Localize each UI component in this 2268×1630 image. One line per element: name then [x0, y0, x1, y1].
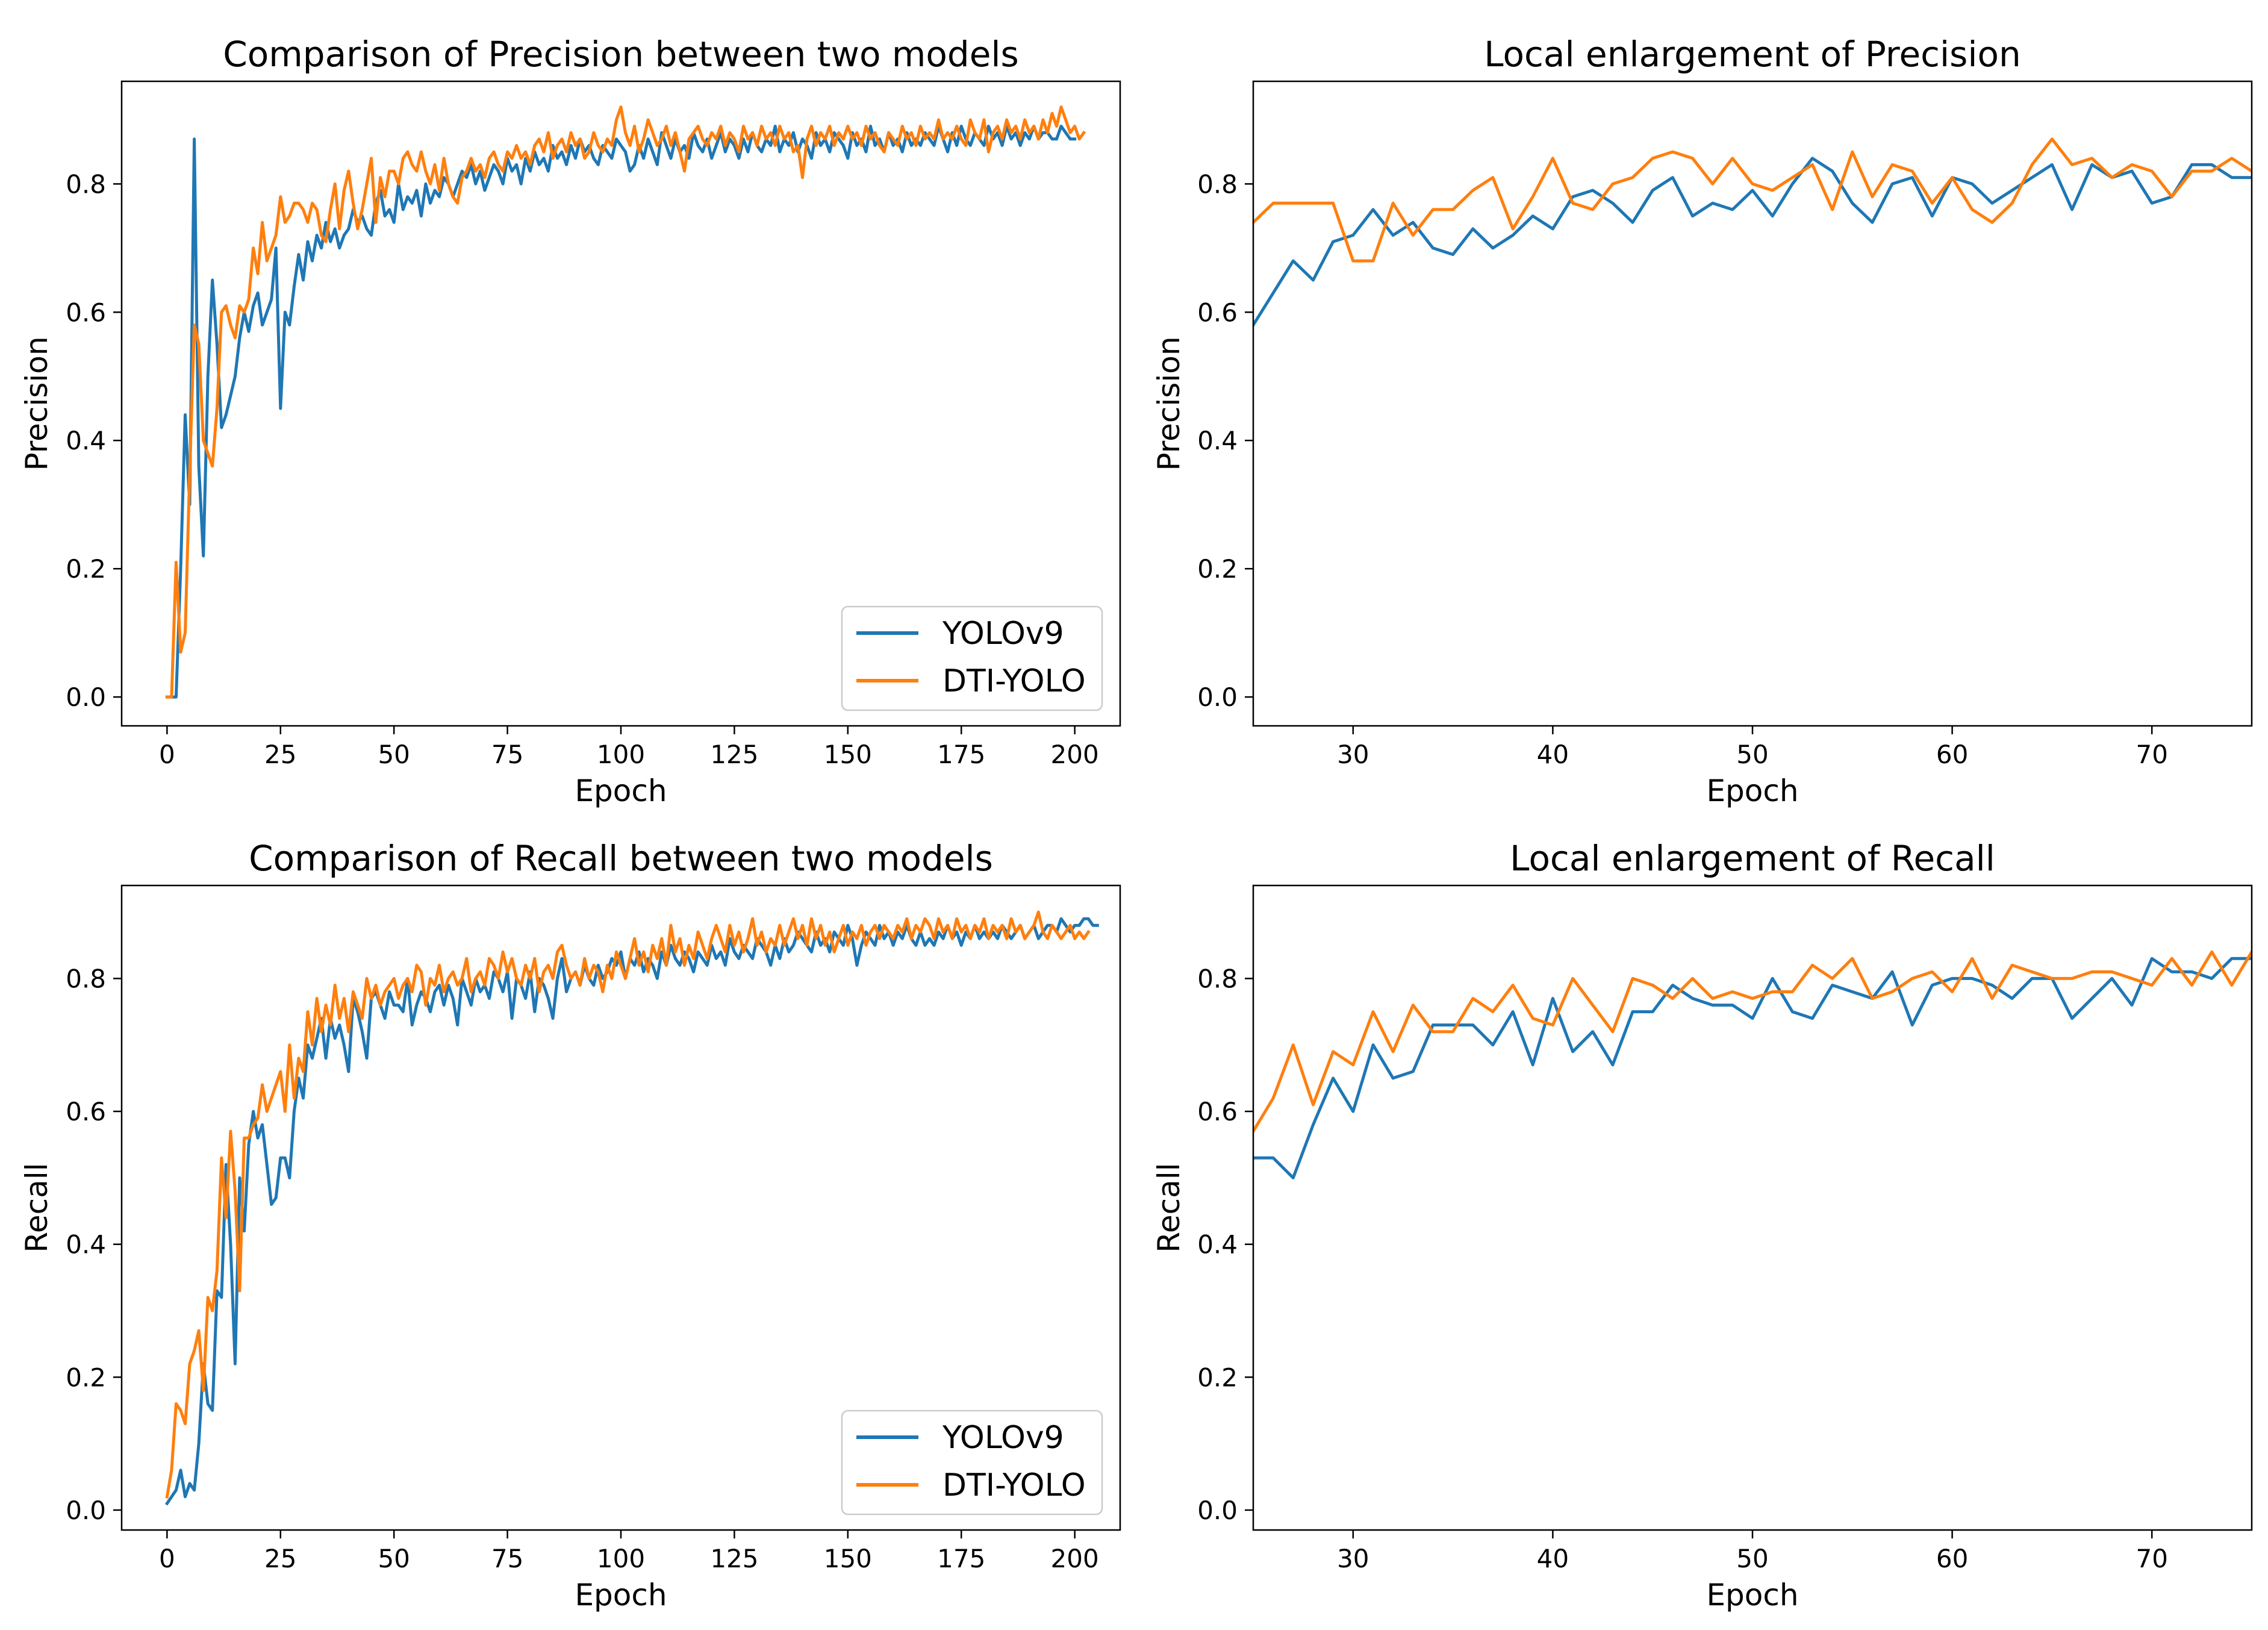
x-tick-label: 60 — [1936, 740, 1968, 769]
legend-label-dti-yolo: DTI-YOLO — [942, 663, 1086, 699]
chart-title: Local enlargement of Recall — [1510, 838, 1995, 879]
x-axis-label: Epoch — [1706, 1578, 1798, 1613]
chart-title: Comparison of Precision between two mode… — [223, 34, 1018, 75]
chart-title: Comparison of Recall between two models — [249, 838, 993, 879]
x-tick-label: 175 — [937, 740, 985, 769]
x-tick-label: 0 — [159, 1544, 175, 1573]
legend: YOLOv9 DTI-YOLO — [841, 1410, 1103, 1516]
series-line-dti-yolo — [1253, 137, 2252, 263]
precision-enlargement-panel: Local enlargement of Precision 30 40 50 60 7… — [1151, 34, 2253, 808]
y-tick-label: 0.8 — [66, 169, 106, 199]
x-tick-label: 75 — [491, 740, 523, 769]
x-tick-label: 100 — [597, 1544, 645, 1573]
x-tick-label: 125 — [710, 740, 758, 769]
x-tick-label: 150 — [824, 740, 872, 769]
x-tick-label: 100 — [597, 740, 645, 769]
x-tick-label: 200 — [1051, 1544, 1099, 1573]
axes-frame — [1252, 80, 2253, 727]
x-tick-label: 40 — [1537, 1544, 1569, 1573]
axes-frame — [1252, 884, 2253, 1531]
y-axis-label: Recall — [19, 1163, 54, 1252]
x-tick-label: 50 — [1736, 740, 1768, 769]
y-tick-label: 0.4 — [1197, 426, 1238, 455]
x-tick-label: 75 — [491, 1544, 523, 1573]
x-tick-label: 50 — [378, 740, 410, 769]
y-tick-label: 0.4 — [1197, 1230, 1238, 1260]
x-tick-label: 60 — [1936, 1544, 1968, 1573]
tick-group: 30 40 50 60 70 0.0 0.2 0.4 0.6 0.8 — [1197, 964, 2168, 1573]
plot-area — [165, 105, 1086, 699]
series-line-dti-yolo — [165, 105, 1086, 699]
x-tick-label: 40 — [1537, 740, 1569, 769]
y-tick-label: 0.2 — [1197, 554, 1238, 584]
y-tick-label: 0.0 — [66, 682, 106, 712]
y-tick-label: 0.8 — [66, 964, 106, 993]
y-tick-label: 0.0 — [66, 1496, 106, 1525]
y-tick-label: 0.6 — [66, 298, 106, 327]
x-tick-label: 70 — [2136, 1544, 2167, 1573]
plot-area — [1253, 949, 2252, 1179]
recall-enlargement-panel: Local enlargement of Recall 30 40 50 60 70 0.… — [1151, 838, 2253, 1613]
legend-label-dti-yolo: DTI-YOLO — [942, 1467, 1086, 1504]
y-tick-label: 0.2 — [66, 554, 106, 584]
y-tick-label: 0.8 — [1197, 169, 1238, 199]
legend: YOLOv9 DTI-YOLO — [841, 605, 1103, 711]
x-tick-label: 150 — [824, 1544, 872, 1573]
y-axis-label: Precision — [1151, 336, 1186, 470]
y-axis-label: Recall — [1151, 1163, 1186, 1252]
x-axis-label: Epoch — [575, 1578, 667, 1613]
series-line-dti-yolo — [1253, 949, 2252, 1134]
plot-area — [164, 910, 1099, 1506]
tick-group: 0 25 50 75 100 125 150 175 200 0.0 0.2 0.4 0.6 0.8 — [66, 169, 1099, 769]
tick-group: 0 25 50 75 100 125 150 175 200 0.0 0.2 0.4 0.6 0.8 — [66, 964, 1099, 1573]
x-tick-label: 50 — [1736, 1544, 1768, 1573]
y-tick-label: 0.6 — [1197, 298, 1238, 327]
x-tick-label: 125 — [710, 1544, 758, 1573]
x-tick-label: 25 — [264, 1544, 296, 1573]
y-tick-label: 0.4 — [66, 426, 106, 455]
y-tick-label: 0.2 — [1197, 1363, 1238, 1392]
x-tick-label: 30 — [1337, 740, 1369, 769]
chart-title: Local enlargement of Precision — [1484, 34, 2020, 75]
y-tick-label: 0.6 — [66, 1097, 106, 1126]
x-tick-label: 25 — [264, 740, 296, 769]
recall-comparison-panel: Comparison of Recall between two models … — [19, 838, 1121, 1613]
x-tick-label: 70 — [2136, 740, 2167, 769]
x-axis-label: Epoch — [575, 773, 667, 808]
x-tick-label: 30 — [1337, 1544, 1369, 1573]
y-tick-label: 0.6 — [1197, 1097, 1238, 1126]
x-axis-label: Epoch — [1706, 773, 1798, 808]
y-tick-label: 0.2 — [66, 1363, 106, 1392]
precision-comparison-panel: Comparison of Precision between two mode… — [19, 34, 1121, 808]
tick-group: 30 40 50 60 70 0.0 0.2 0.4 0.6 0.8 — [1197, 169, 2168, 769]
y-tick-label: 0.0 — [1197, 1496, 1238, 1525]
series-line-dti-yolo — [165, 910, 1091, 1499]
y-tick-label: 0.8 — [1197, 964, 1238, 993]
y-tick-label: 0.4 — [66, 1230, 106, 1260]
x-tick-label: 175 — [937, 1544, 985, 1573]
y-tick-label: 0.0 — [1197, 682, 1238, 712]
x-tick-label: 200 — [1051, 740, 1099, 769]
series-line-yolov9 — [1253, 957, 2252, 1179]
y-axis-label: Precision — [19, 336, 54, 470]
series-line-yolov9 — [1253, 157, 2252, 328]
legend-label-yolov9: YOLOv9 — [942, 1420, 1064, 1456]
x-tick-label: 0 — [159, 740, 175, 769]
plot-area — [1253, 137, 2252, 328]
x-tick-label: 50 — [378, 1544, 410, 1573]
legend-label-yolov9: YOLOv9 — [942, 616, 1064, 652]
